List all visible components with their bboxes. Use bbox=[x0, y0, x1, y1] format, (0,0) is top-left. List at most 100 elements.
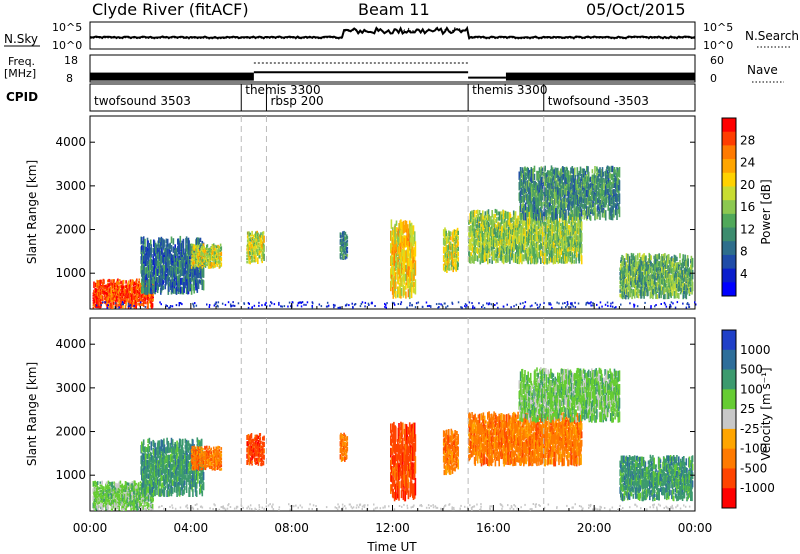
p-echo-2 bbox=[199, 255, 202, 258]
p-echo-7 bbox=[495, 247, 498, 254]
p-ground-scatter bbox=[327, 304, 330, 307]
p-echo-2 bbox=[220, 257, 223, 262]
p-echo-7 bbox=[510, 223, 512, 229]
p-echo-9 bbox=[633, 266, 635, 271]
p-ground-scatter bbox=[539, 303, 541, 306]
p-echo-9 bbox=[620, 267, 622, 271]
p-echo-3 bbox=[246, 254, 248, 258]
p-echo-7 bbox=[512, 216, 514, 222]
p-echo-7 bbox=[560, 248, 563, 256]
p-ground-scatter bbox=[296, 304, 299, 307]
p-echo-0 bbox=[108, 291, 110, 296]
p-echo-7 bbox=[500, 214, 503, 224]
p-ground-scatter bbox=[502, 305, 505, 308]
p-echo-7 bbox=[536, 232, 539, 242]
v-echo-1 bbox=[146, 466, 149, 473]
p-echo-6 bbox=[444, 234, 447, 240]
p-ground-scatter bbox=[670, 301, 673, 304]
p-echo-8 bbox=[617, 169, 620, 177]
p-echo-1 bbox=[198, 265, 200, 272]
p-ground-scatter bbox=[348, 304, 350, 307]
p-echo-0 bbox=[100, 301, 102, 305]
p-echo-1 bbox=[197, 280, 200, 289]
p-echo-1 bbox=[146, 280, 148, 286]
v-echo-1 bbox=[147, 444, 149, 449]
nsky-panel bbox=[89, 21, 696, 50]
p-echo-7 bbox=[575, 255, 577, 264]
p-ground-scatter bbox=[194, 302, 196, 305]
p-echo-7 bbox=[507, 255, 510, 261]
p-echo-0 bbox=[137, 299, 140, 302]
p-ground-scatter bbox=[391, 301, 394, 304]
v-echo-1 bbox=[144, 446, 146, 457]
p-echo-1 bbox=[150, 244, 153, 258]
p-echo-8 bbox=[533, 173, 536, 181]
p-echo-7 bbox=[504, 254, 507, 263]
p-echo-9 bbox=[656, 294, 659, 300]
p-echo-7 bbox=[531, 257, 534, 264]
p-echo-8 bbox=[536, 209, 539, 214]
p-echo-3 bbox=[249, 251, 251, 255]
p-echo-9 bbox=[638, 289, 640, 294]
v-echo-0 bbox=[100, 496, 102, 499]
p-echo-1 bbox=[172, 262, 175, 270]
p-ground-scatter bbox=[361, 301, 364, 304]
p-ground-scatter bbox=[287, 305, 289, 308]
p-echo-5 bbox=[391, 244, 393, 249]
p-echo-7 bbox=[532, 224, 534, 234]
p-ground-scatter bbox=[311, 306, 314, 309]
p-echo-9 bbox=[678, 285, 680, 292]
p-echo-1 bbox=[159, 263, 161, 274]
p-echo-9 bbox=[673, 263, 676, 272]
p-echo-7 bbox=[476, 255, 479, 262]
p-echo-7 bbox=[557, 235, 559, 247]
p-echo-0 bbox=[142, 298, 145, 301]
p-echo-0 bbox=[100, 289, 103, 294]
p-echo-8 bbox=[576, 167, 579, 177]
p-echo-2 bbox=[203, 256, 205, 260]
p-echo-8 bbox=[567, 202, 570, 216]
p-echo-0 bbox=[125, 285, 128, 290]
p-echo-6 bbox=[454, 241, 456, 246]
p-echo-8 bbox=[522, 183, 524, 189]
p-echo-8 bbox=[555, 208, 557, 219]
p-ground-scatter bbox=[351, 302, 353, 305]
p-echo-8 bbox=[567, 197, 569, 204]
v-echo-0 bbox=[96, 481, 99, 485]
p-echo-8 bbox=[592, 185, 595, 190]
p-echo-9 bbox=[642, 266, 645, 271]
p-echo-9 bbox=[689, 267, 691, 272]
p-ground-scatter bbox=[258, 304, 260, 307]
p-echo-4 bbox=[340, 249, 342, 253]
p-echo-1 bbox=[144, 268, 146, 280]
freq-label-line1: Freq. bbox=[8, 55, 35, 68]
p-echo-9 bbox=[650, 274, 652, 280]
p-ground-scatter bbox=[216, 304, 219, 307]
p-echo-9 bbox=[679, 259, 681, 265]
p-echo-7 bbox=[500, 221, 502, 230]
v-echo-0 bbox=[121, 483, 124, 487]
p-echo-2 bbox=[200, 246, 203, 251]
p-echo-6 bbox=[442, 255, 445, 262]
p-echo-3 bbox=[259, 237, 262, 240]
p-echo-1 bbox=[172, 246, 175, 253]
p-echo-1 bbox=[167, 270, 170, 282]
p-ground-scatter bbox=[598, 306, 601, 309]
p-echo-8 bbox=[591, 176, 593, 182]
p-echo-1 bbox=[150, 277, 153, 292]
p-echo-4 bbox=[346, 250, 349, 254]
v-echo-0 bbox=[94, 502, 96, 507]
p-echo-5 bbox=[405, 291, 407, 299]
p-echo-7 bbox=[564, 227, 567, 234]
p-echo-1 bbox=[162, 280, 165, 285]
v-echo-0 bbox=[148, 494, 150, 502]
v-echo-0 bbox=[132, 482, 135, 486]
p-echo-5 bbox=[400, 258, 403, 267]
p-ground-scatter bbox=[415, 302, 418, 305]
p-echo-1 bbox=[179, 235, 182, 243]
p-echo-2 bbox=[220, 246, 223, 251]
p-echo-9 bbox=[649, 283, 652, 291]
p-echo-7 bbox=[574, 221, 576, 227]
p-ground-scatter bbox=[457, 301, 460, 304]
p-echo-0 bbox=[113, 290, 116, 293]
